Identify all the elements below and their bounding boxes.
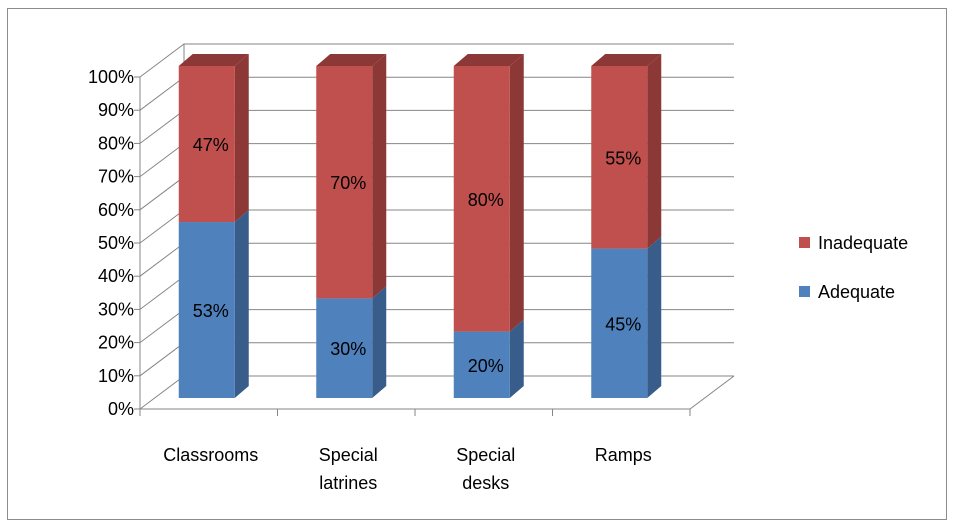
bar-side-inadequate <box>509 54 524 332</box>
data-label-adequate: 45% <box>605 314 641 334</box>
bar-side-adequate <box>509 319 524 398</box>
legend-swatch-inadequate <box>799 237 810 248</box>
value-axis-tick-label: 60% <box>98 200 134 220</box>
value-axis-tick-label: 50% <box>98 233 134 253</box>
data-label-inadequate: 47% <box>193 135 229 155</box>
bar-top-inadequate <box>178 54 249 66</box>
bar-top-inadequate <box>591 54 662 66</box>
category-label: Ramps <box>595 445 652 465</box>
data-label-adequate: 20% <box>468 356 504 376</box>
value-axis-tick-label: 70% <box>98 167 134 187</box>
bars <box>178 54 662 398</box>
legend-label-adequate: Adequate <box>818 282 895 302</box>
bar-adequate <box>316 298 373 398</box>
value-axis-tick-label: 30% <box>98 299 134 319</box>
value-axis-tick-label: 100% <box>88 67 134 87</box>
data-label-inadequate: 80% <box>468 190 504 210</box>
bar-adequate <box>178 222 235 398</box>
bar-inadequate <box>453 66 510 332</box>
category-label: latrines <box>319 473 377 493</box>
bar-adequate <box>453 331 510 398</box>
data-label-inadequate: 55% <box>605 148 641 168</box>
data-label-inadequate: 70% <box>330 173 366 193</box>
data-label-adequate: 53% <box>193 301 229 321</box>
value-axis-tick-label: 0% <box>108 399 134 419</box>
bar-adequate <box>591 248 648 398</box>
value-axis-tick-label: 20% <box>98 333 134 353</box>
bar-side-inadequate <box>372 54 387 299</box>
value-axis-tick-label: 90% <box>98 100 134 120</box>
axes: 0% 10% 20% 30% 40% 50% 60% 70% 80% 90% 100% Classro… <box>88 67 735 493</box>
value-axis-tick-label: 80% <box>98 133 134 153</box>
category-label: Classrooms <box>163 445 258 465</box>
bar-top-inadequate <box>316 54 387 66</box>
bar-side-adequate <box>234 210 249 398</box>
bar-side-inadequate <box>234 54 249 223</box>
bar-inadequate <box>316 66 373 299</box>
bar-side-inadequate <box>647 54 662 249</box>
value-axis-tick-label: 40% <box>98 266 134 286</box>
category-label: Special <box>319 445 378 465</box>
legend-label-inadequate: Inadequate <box>818 233 908 253</box>
category-label: Special <box>456 445 515 465</box>
data-label-adequate: 30% <box>330 339 366 359</box>
bar-inadequate <box>591 66 648 249</box>
category-label: desks <box>462 473 509 493</box>
data-labels: 53% 47% 30% 70% 20% 80% 45% 55% <box>193 135 642 376</box>
bar-top-inadequate <box>453 54 524 66</box>
legend: Inadequate Adequate <box>799 233 908 302</box>
value-axis-tick-label: 10% <box>98 366 134 386</box>
bar-side-adequate <box>647 236 662 398</box>
bar-side-adequate <box>372 286 387 398</box>
legend-swatch-adequate <box>799 286 810 297</box>
bar-inadequate <box>178 66 235 223</box>
